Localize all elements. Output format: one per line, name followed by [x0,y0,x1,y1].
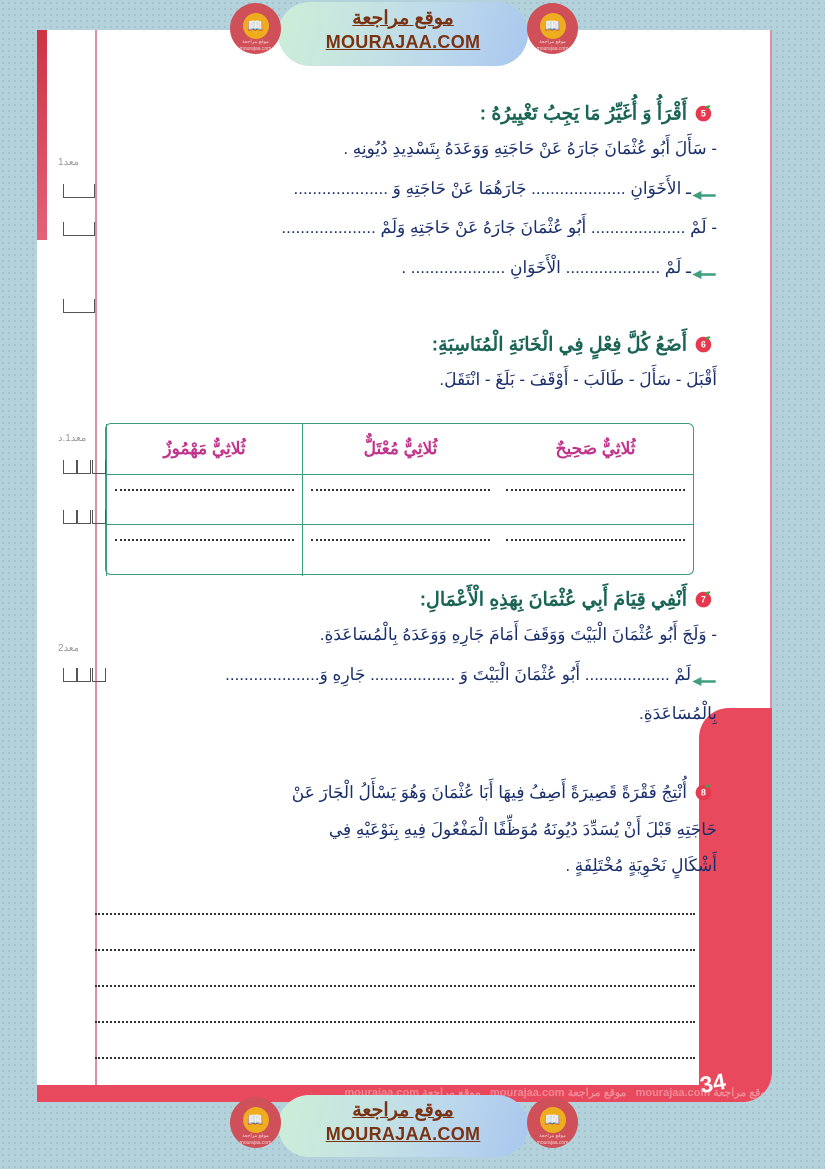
svg-text:5: 5 [701,109,706,119]
svg-text:7: 7 [701,595,706,605]
svg-text:8: 8 [701,788,706,798]
svg-text:6: 6 [701,340,706,350]
